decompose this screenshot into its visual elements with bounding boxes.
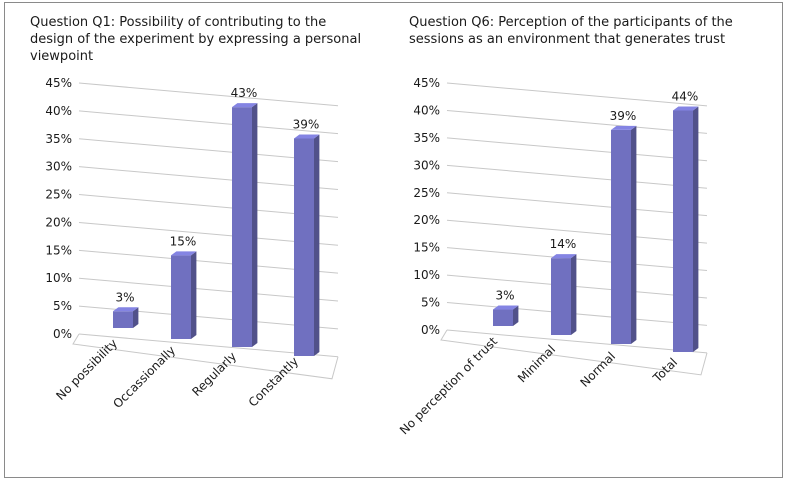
category-label: No perception of trust: [397, 334, 500, 437]
y-tick-label: 5%: [53, 299, 72, 313]
data-label: 44%: [672, 89, 699, 103]
bar-side: [513, 305, 519, 326]
bar-top: [113, 307, 139, 312]
bar-top: [673, 106, 699, 111]
category-label: Regularly: [189, 349, 239, 399]
gridline: [446, 137, 708, 162]
bar-top: [232, 103, 258, 108]
bar-side: [571, 254, 577, 335]
data-label: 3%: [495, 289, 514, 303]
gridline: [446, 219, 708, 244]
bar-top: [294, 134, 320, 139]
bar-side: [133, 307, 139, 328]
y-tick-label: 0%: [53, 327, 72, 341]
gridline: [78, 110, 339, 135]
category-label: Constantly: [246, 354, 301, 409]
bar-top: [493, 305, 519, 310]
chart-title-line: sessions as an environment that generate…: [409, 32, 725, 47]
bar-top: [171, 251, 197, 256]
chart-2: Question Q6: Perception of the participa…: [397, 15, 733, 437]
y-tick-label: 40%: [45, 104, 72, 118]
category-label: Minimal: [515, 342, 558, 385]
chart-title-line: design of the experiment by expressing a…: [30, 32, 361, 47]
bar: [673, 110, 693, 352]
bar-top: [551, 254, 577, 259]
y-tick-label: 40%: [413, 103, 440, 117]
category-label: Total: [650, 355, 680, 385]
gridline: [446, 164, 708, 189]
bar: [171, 255, 191, 339]
y-tick-label: 25%: [413, 186, 440, 200]
chart-title-line: Question Q1: Possibility of contributing…: [30, 15, 326, 30]
y-tick-label: 10%: [413, 268, 440, 282]
gridline: [446, 109, 708, 134]
y-tick-label: 45%: [45, 76, 72, 90]
data-label: 39%: [293, 117, 320, 131]
y-tick-label: 20%: [45, 215, 72, 229]
data-label: 43%: [231, 86, 258, 100]
y-tick-label: 45%: [413, 76, 440, 90]
bar: [113, 311, 133, 328]
gridline: [446, 302, 708, 326]
y-tick-label: 35%: [45, 132, 72, 146]
y-tick-label: 15%: [45, 243, 72, 257]
figure-frame: [4, 2, 783, 478]
y-tick-label: 30%: [45, 160, 72, 174]
bar: [294, 138, 314, 356]
chart-1: Question Q1: Possibility of contributing…: [30, 15, 361, 411]
bar-side: [314, 134, 320, 356]
gridline: [446, 82, 708, 107]
floor-outline: [440, 329, 708, 376]
data-label: 14%: [550, 237, 577, 251]
bar: [232, 107, 252, 348]
y-tick-label: 30%: [413, 158, 440, 172]
data-label: 15%: [170, 234, 197, 248]
gridline: [446, 274, 708, 299]
gridline: [446, 192, 708, 217]
y-tick-label: 20%: [413, 213, 440, 227]
bar-side: [631, 125, 637, 344]
gridline: [78, 82, 339, 107]
floor-outline: [72, 333, 339, 380]
chart-title-line: viewpoint: [30, 49, 93, 64]
y-tick-label: 35%: [413, 131, 440, 145]
data-label: 39%: [610, 109, 637, 123]
bar: [551, 258, 571, 335]
gridline: [446, 329, 708, 354]
gridline: [446, 247, 708, 272]
bar-side: [191, 251, 197, 339]
bar-top: [611, 125, 637, 130]
y-tick-label: 25%: [45, 188, 72, 202]
data-label: 3%: [115, 290, 134, 304]
y-tick-label: 15%: [413, 241, 440, 255]
y-tick-label: 0%: [421, 323, 440, 337]
bar: [611, 129, 631, 344]
bar-side: [693, 106, 699, 352]
chart-title-line: Question Q6: Perception of the participa…: [409, 15, 733, 30]
bar-side: [252, 103, 258, 348]
y-tick-label: 5%: [421, 296, 440, 310]
y-tick-label: 10%: [45, 271, 72, 285]
bar: [493, 309, 513, 326]
category-label: Normal: [578, 349, 619, 390]
